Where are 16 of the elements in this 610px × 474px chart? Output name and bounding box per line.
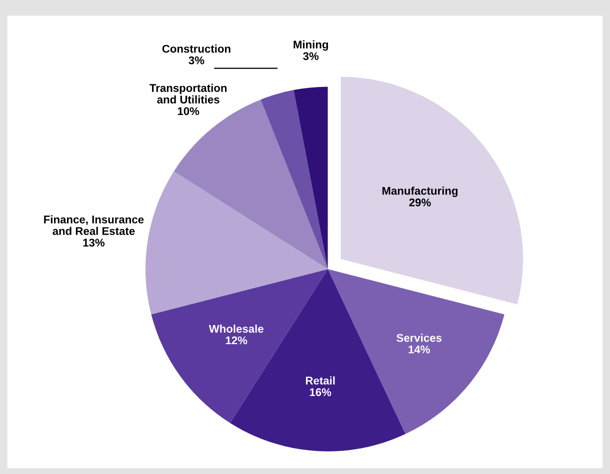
data-label: 10% [178,107,200,116]
data-label: 14% [408,346,430,354]
slice-label: Mining [294,40,328,51]
slice-label: Services [396,334,442,342]
slice-label: Finance, Insurance and Real Estate [44,215,144,235]
slice-label: Manufacturing [382,186,458,197]
slice-label: Transportation and Utilities [150,84,227,104]
data-label: 29% [409,198,431,206]
data-label: 13% [83,238,105,247]
data-label: 16% [310,388,332,396]
data-label: 3% [303,52,319,60]
slice-label: Retail [306,376,335,385]
slice-label: Wholesale [208,324,264,333]
data-label: 12% [226,336,248,344]
data-label: 3% [188,56,204,64]
slice-label: Construction [162,44,230,53]
